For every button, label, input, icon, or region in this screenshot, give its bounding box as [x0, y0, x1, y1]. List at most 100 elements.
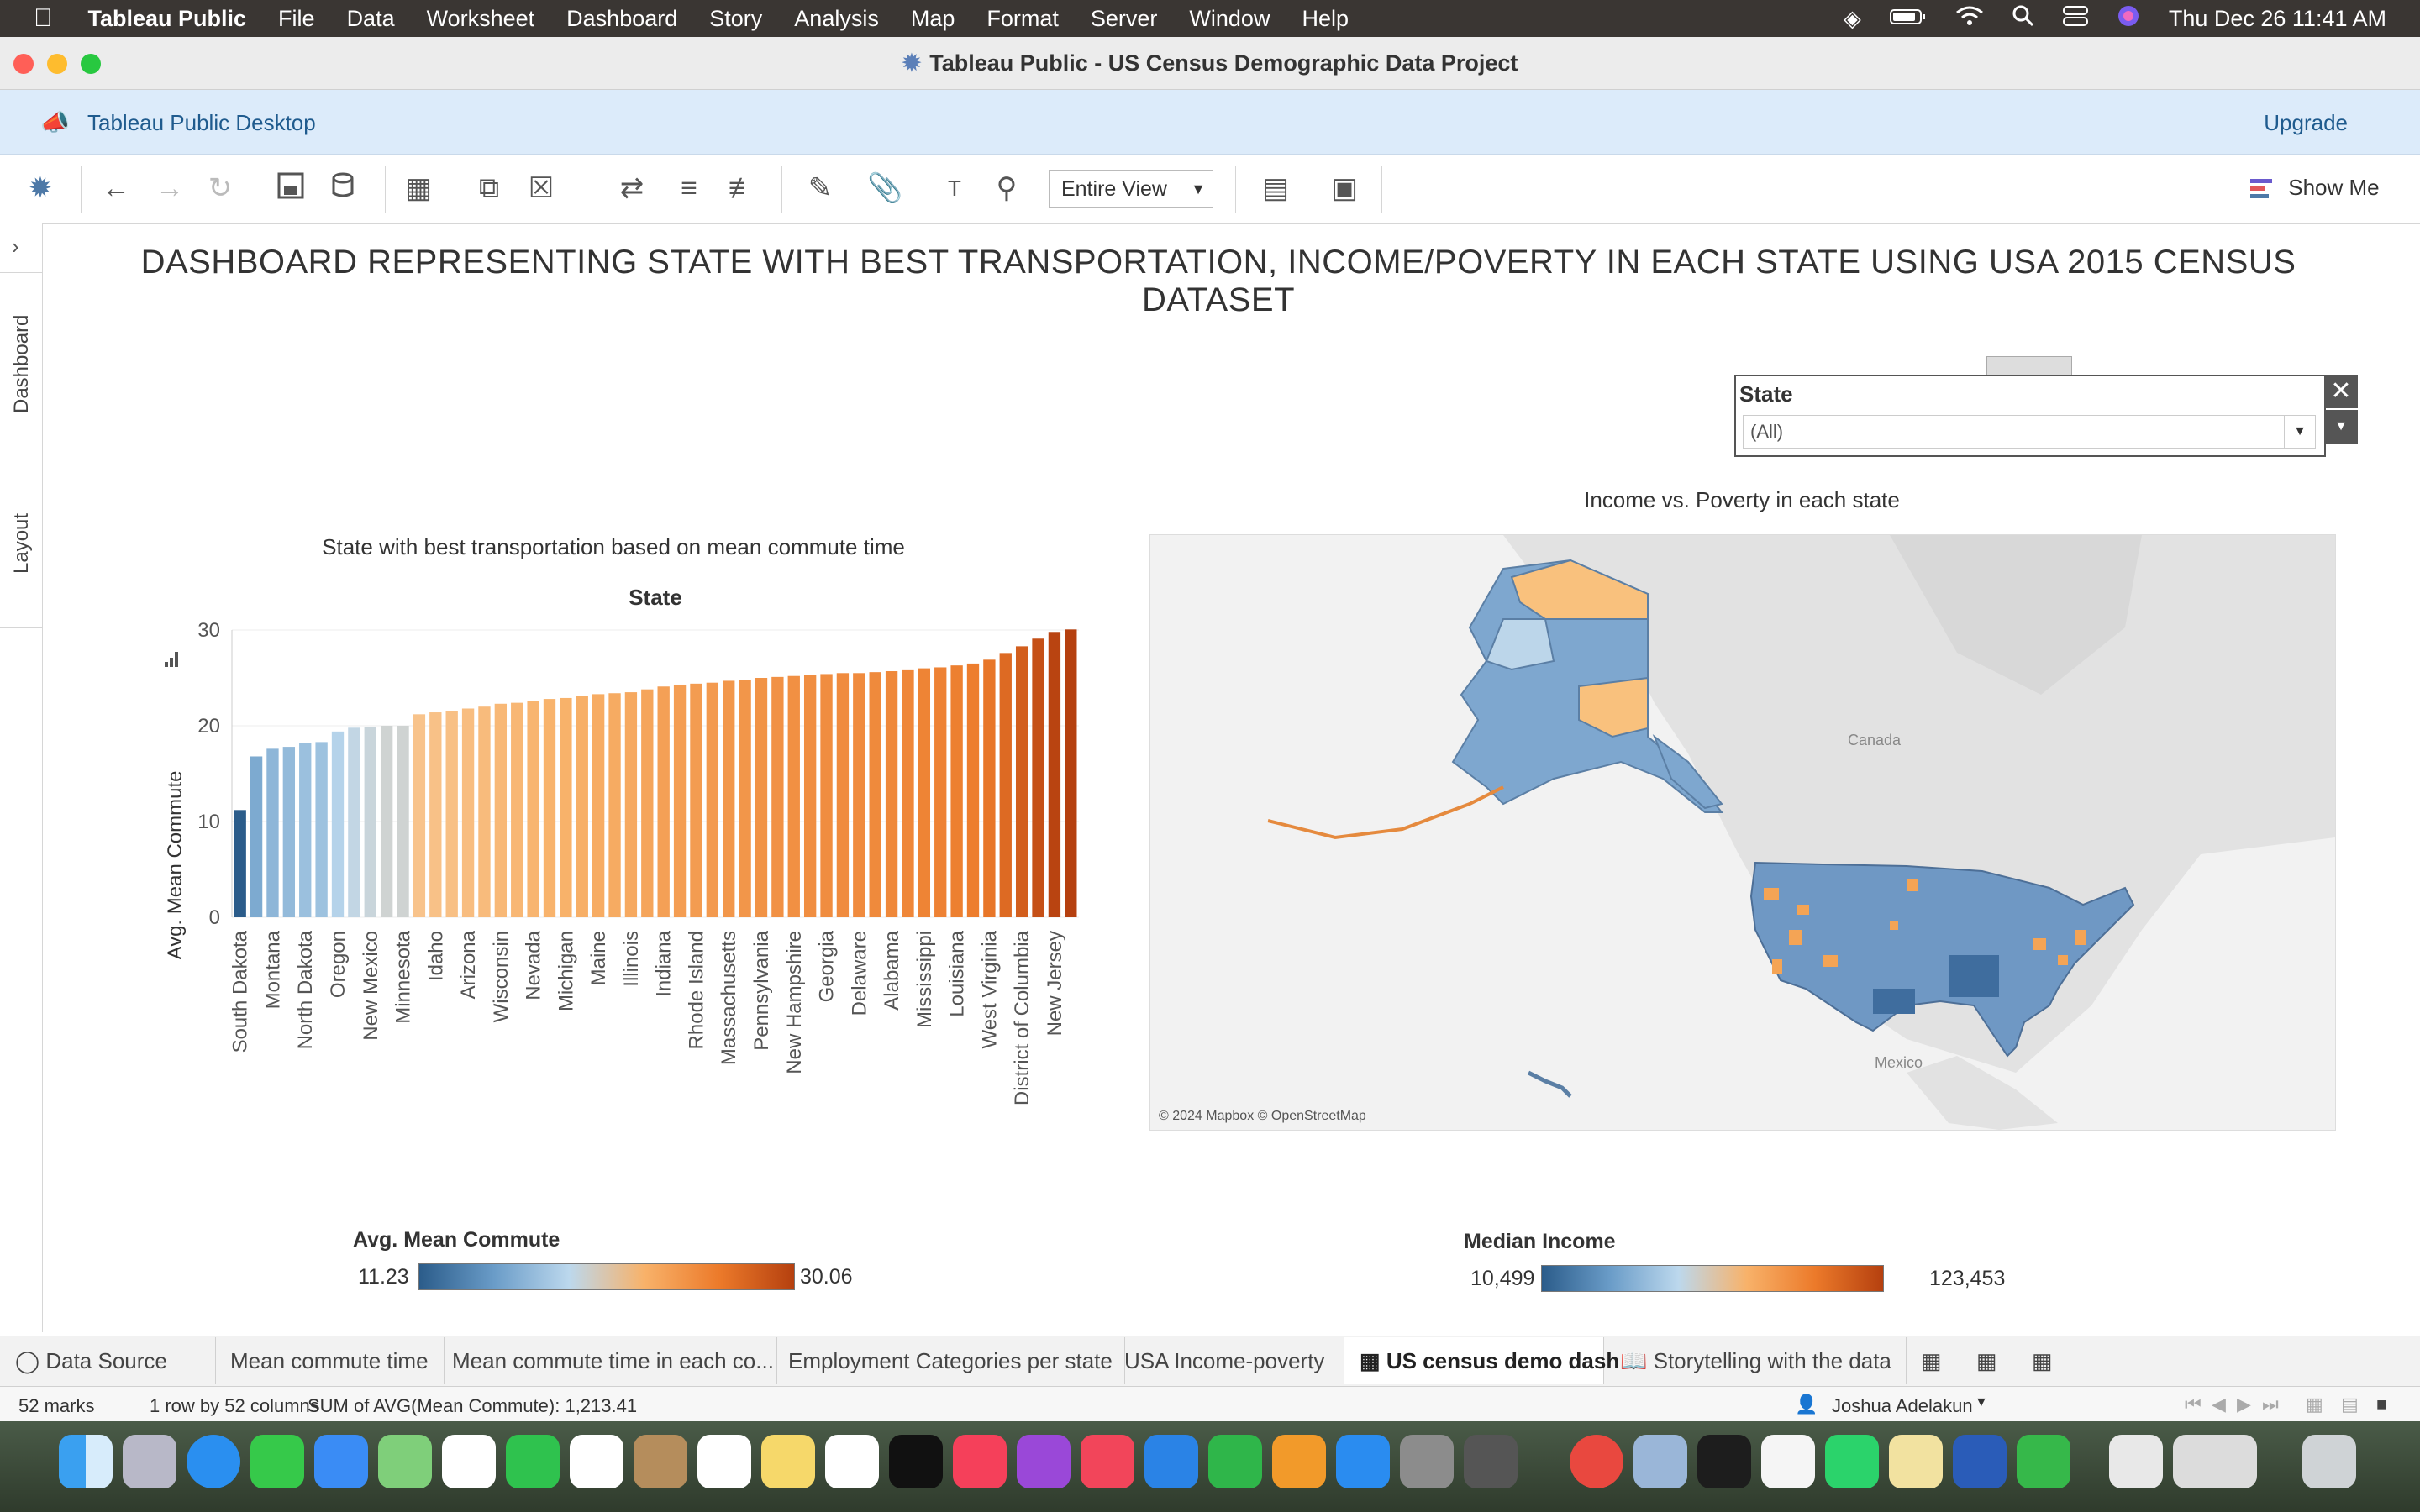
- bar-mark[interactable]: [918, 668, 931, 917]
- map-attribution[interactable]: © 2024 Mapbox © OpenStreetMap: [1159, 1109, 1366, 1123]
- freeform-icon[interactable]: [825, 1435, 879, 1488]
- bar-mark[interactable]: [950, 665, 963, 917]
- undo-icon[interactable]: ←: [102, 172, 130, 204]
- finder-icon[interactable]: [59, 1435, 113, 1488]
- tab-layout-pane[interactable]: Layout: [0, 449, 42, 628]
- chrome-icon[interactable]: [1570, 1435, 1623, 1488]
- filter-drag-handle[interactable]: [1986, 356, 2072, 376]
- new-worksheet-tab-button[interactable]: ▦: [1921, 1348, 1942, 1373]
- evernote-status-icon[interactable]: ◈: [1844, 5, 1861, 31]
- menu-story[interactable]: Story: [690, 5, 762, 31]
- bar-mark[interactable]: [739, 680, 751, 917]
- bar-mark[interactable]: [234, 810, 246, 917]
- sheet-nav-prev-icon[interactable]: ◀: [2212, 1394, 2226, 1415]
- bar-mark[interactable]: [755, 678, 768, 917]
- sort-descending-icon[interactable]: ≢: [729, 172, 757, 204]
- state-filter-select[interactable]: (All) ▼: [1743, 415, 2316, 449]
- bar-mark[interactable]: [690, 683, 702, 917]
- bar-mark[interactable]: [1065, 629, 1077, 917]
- bar-mark[interactable]: [315, 742, 328, 917]
- calendar-icon[interactable]: [570, 1435, 623, 1488]
- bar-mark[interactable]: [885, 671, 898, 917]
- bar-mark[interactable]: [560, 697, 572, 917]
- app-menu[interactable]: Tableau Public: [69, 5, 247, 31]
- tab-usa-income-poverty[interactable]: USA Income-poverty: [1109, 1337, 1359, 1384]
- bar-mark[interactable]: [380, 726, 393, 917]
- news-icon[interactable]: [1081, 1435, 1134, 1488]
- fit-dropdown[interactable]: Entire View ▼: [1049, 170, 1213, 208]
- highlight-icon[interactable]: ✎: [808, 172, 833, 204]
- close-window-button[interactable]: [13, 54, 34, 74]
- remove-filter-button[interactable]: ✕: [2324, 375, 2358, 408]
- menu-data[interactable]: Data: [328, 5, 395, 31]
- filter-menu-button[interactable]: ▼: [2324, 410, 2358, 444]
- menu-worksheet[interactable]: Worksheet: [408, 5, 535, 31]
- bar-mark[interactable]: [771, 676, 784, 917]
- new-data-source-icon[interactable]: [328, 171, 361, 205]
- archive-utility-icon[interactable]: [2109, 1435, 2163, 1488]
- bar-mark[interactable]: [706, 682, 719, 917]
- reminders-icon[interactable]: [697, 1435, 751, 1488]
- tab-us-census-demo-dash[interactable]: ▦ US census demo dash: [1344, 1337, 1619, 1384]
- menu-map[interactable]: Map: [892, 5, 955, 31]
- bar-mark[interactable]: [723, 680, 735, 917]
- tab-employment-categories[interactable]: Employment Categories per state: [773, 1337, 1125, 1384]
- bar-mark[interactable]: [853, 673, 865, 917]
- messages-icon[interactable]: [250, 1435, 304, 1488]
- bar-mark[interactable]: [869, 672, 881, 917]
- clear-sheet-icon[interactable]: ☒: [528, 172, 555, 204]
- filmstrip-view-icon[interactable]: ▤: [2341, 1394, 2359, 1415]
- evernote-icon[interactable]: [2017, 1435, 2070, 1488]
- bar-mark[interactable]: [282, 747, 296, 917]
- sheet-nav-last-icon[interactable]: ⏭: [2262, 1394, 2279, 1415]
- bar-mark[interactable]: [543, 699, 556, 917]
- bar-mark[interactable]: [803, 675, 817, 917]
- bar-mark[interactable]: [461, 708, 475, 917]
- clock[interactable]: Thu Dec 26 11:41 AM: [2168, 5, 2386, 31]
- tableau-public-icon[interactable]: [1761, 1435, 1815, 1488]
- spotlight-search-icon[interactable]: [2012, 5, 2034, 33]
- bar-mark[interactable]: [934, 667, 947, 917]
- chevron-down-icon[interactable]: ▼: [1975, 1395, 1988, 1410]
- income-poverty-map[interactable]: Canada Mexico © 2024 Mapbox © OpenStreet…: [1150, 534, 2336, 1131]
- upgrade-link[interactable]: Upgrade: [2264, 110, 2348, 135]
- legend-commute-ramp[interactable]: [418, 1263, 795, 1290]
- new-worksheet-icon[interactable]: ▦: [404, 172, 433, 204]
- bar-mark[interactable]: [836, 673, 850, 917]
- menu-window[interactable]: Window: [1170, 5, 1270, 31]
- keynote-icon[interactable]: [1144, 1435, 1198, 1488]
- fix-axes-icon[interactable]: ⚲: [996, 172, 1018, 204]
- menu-format[interactable]: Format: [967, 5, 1059, 31]
- bar-mark[interactable]: [511, 702, 523, 917]
- zoom-window-button[interactable]: [81, 54, 101, 74]
- new-dashboard-tab-button[interactable]: ▦: [1976, 1348, 1997, 1373]
- expand-panel-icon[interactable]: ›: [12, 234, 19, 259]
- bar-mark[interactable]: [397, 726, 409, 917]
- bar-mark[interactable]: [429, 712, 442, 917]
- bar-mark[interactable]: [364, 727, 376, 917]
- battery-icon[interactable]: [1889, 6, 1927, 32]
- siri-icon[interactable]: [2117, 4, 2140, 34]
- pages-icon[interactable]: [1272, 1435, 1326, 1488]
- bar-mark[interactable]: [1032, 638, 1044, 917]
- terminal-icon[interactable]: [1697, 1435, 1751, 1488]
- bar-mark[interactable]: [266, 748, 279, 917]
- word-icon[interactable]: [1953, 1435, 2007, 1488]
- bar-mark[interactable]: [608, 693, 621, 917]
- duplicate-sheet-icon[interactable]: ⧉: [478, 172, 500, 204]
- bar-mark[interactable]: [902, 669, 914, 917]
- show-cards-icon[interactable]: ▤: [1261, 172, 1290, 204]
- contacts-icon[interactable]: [634, 1435, 687, 1488]
- maps-icon[interactable]: [378, 1435, 432, 1488]
- show-me-button[interactable]: Show Me: [2249, 175, 2380, 202]
- tabs-view-icon[interactable]: ■: [2376, 1394, 2388, 1415]
- bar-mark[interactable]: [1048, 632, 1061, 917]
- launchpad-icon[interactable]: [123, 1435, 176, 1488]
- bar-mark[interactable]: [527, 701, 539, 917]
- sort-ascending-icon[interactable]: ≡: [681, 172, 697, 204]
- legend-income-ramp[interactable]: [1541, 1265, 1884, 1292]
- bar-mark[interactable]: [787, 675, 800, 917]
- show-mark-labels-icon[interactable]: T: [948, 176, 961, 201]
- sort-indicator-icon[interactable]: [165, 652, 178, 667]
- tab-mean-commute-time[interactable]: Mean commute time: [215, 1337, 445, 1384]
